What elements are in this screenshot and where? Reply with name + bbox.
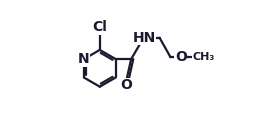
Text: CH₃: CH₃	[193, 52, 215, 62]
Text: O: O	[175, 50, 187, 64]
Text: Cl: Cl	[92, 20, 107, 34]
Text: O: O	[120, 78, 132, 92]
Text: HN: HN	[132, 31, 156, 45]
Text: N: N	[78, 52, 90, 66]
